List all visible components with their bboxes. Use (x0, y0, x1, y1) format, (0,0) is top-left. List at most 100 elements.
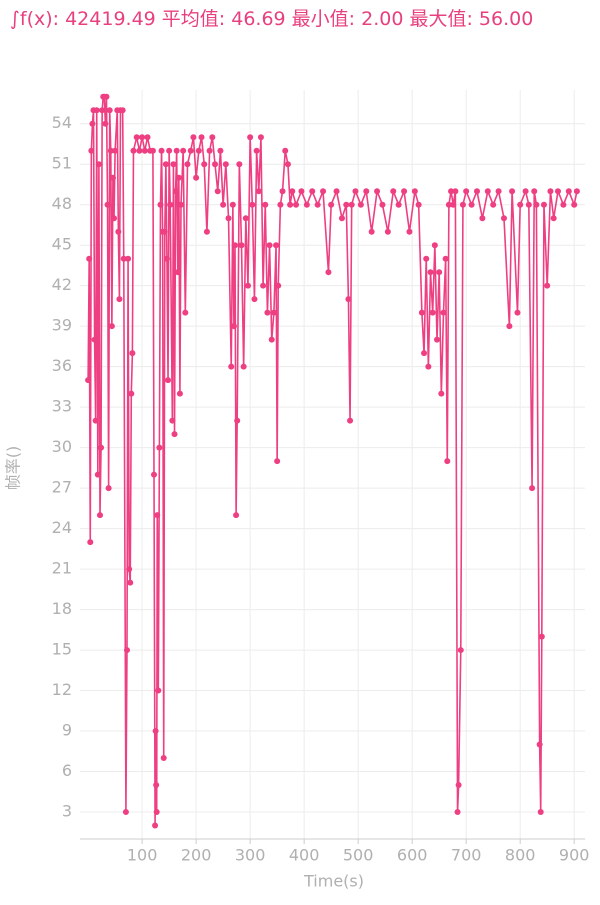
point (91, 336, 98, 343)
point (85, 377, 92, 384)
point (538, 633, 545, 640)
point (193, 174, 200, 181)
y-tick-label: 39 (52, 316, 72, 335)
point (111, 215, 118, 222)
y-tick-label: 21 (52, 559, 72, 578)
point (187, 147, 194, 154)
point (104, 201, 111, 208)
point (444, 458, 451, 465)
point (517, 201, 524, 208)
point (130, 147, 137, 154)
point (170, 161, 177, 168)
point (178, 201, 184, 208)
point (214, 188, 221, 195)
point (232, 242, 239, 249)
point (379, 201, 386, 208)
point (163, 255, 170, 262)
point (236, 161, 243, 168)
point (328, 201, 335, 208)
point (94, 471, 101, 478)
point (106, 107, 113, 114)
point (457, 647, 464, 654)
point (268, 336, 275, 343)
x-tick-label: 800 (505, 846, 536, 865)
y-tick-label: 45 (52, 235, 72, 254)
point (429, 309, 436, 316)
point (229, 201, 236, 208)
point (434, 336, 441, 343)
point (228, 363, 235, 370)
point (454, 809, 461, 816)
point (99, 107, 106, 114)
point (418, 309, 425, 316)
point (108, 323, 115, 330)
point (473, 188, 480, 195)
point (500, 215, 507, 222)
point (139, 134, 146, 141)
x-tick-label: 700 (451, 846, 482, 865)
point (203, 228, 210, 235)
y-tick-label: 30 (52, 437, 72, 456)
point (103, 93, 110, 100)
point (352, 188, 359, 195)
point (314, 201, 321, 208)
point (222, 161, 229, 168)
point (406, 228, 413, 235)
point (509, 188, 516, 195)
point (175, 174, 182, 181)
point (274, 458, 281, 465)
point (550, 215, 557, 222)
x-axis-label: Time(s) (303, 872, 364, 891)
y-tick-label: 33 (52, 397, 72, 416)
point (282, 147, 289, 154)
point (153, 809, 160, 816)
point (506, 323, 513, 330)
point (514, 309, 521, 316)
point (105, 485, 112, 492)
point (233, 512, 240, 519)
point (141, 147, 148, 154)
point (536, 741, 543, 748)
point (363, 188, 370, 195)
point (573, 188, 580, 195)
point (540, 201, 547, 208)
point (212, 161, 219, 168)
point (411, 188, 418, 195)
point (119, 107, 126, 114)
point (155, 687, 162, 694)
point (533, 201, 540, 208)
point (423, 255, 430, 262)
point (102, 120, 109, 127)
point (348, 201, 355, 208)
point (298, 188, 305, 195)
point (260, 282, 267, 289)
point (262, 201, 269, 208)
point (150, 471, 157, 478)
point (86, 255, 93, 262)
point (238, 242, 245, 249)
point (115, 228, 122, 235)
point (174, 269, 181, 276)
point (122, 809, 129, 816)
point (450, 201, 457, 208)
point (93, 107, 100, 114)
y-tick-label: 54 (52, 113, 72, 132)
point (468, 201, 475, 208)
point (87, 539, 94, 546)
point (560, 201, 567, 208)
point (479, 215, 486, 222)
point (490, 201, 497, 208)
point (287, 201, 294, 208)
point (182, 309, 189, 316)
point (374, 188, 381, 195)
point (167, 201, 174, 208)
point (425, 363, 432, 370)
point (136, 147, 143, 154)
point (273, 242, 280, 249)
point (525, 201, 532, 208)
point (190, 134, 197, 141)
point (442, 255, 449, 262)
point (452, 188, 459, 195)
point (547, 188, 554, 195)
